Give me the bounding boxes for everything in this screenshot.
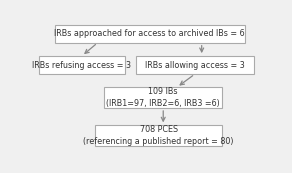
Text: IRBs allowing access = 3: IRBs allowing access = 3 — [145, 61, 245, 70]
Text: 708 PCES
(referencing a published report = 80): 708 PCES (referencing a published report… — [84, 125, 234, 146]
FancyBboxPatch shape — [105, 87, 222, 108]
FancyBboxPatch shape — [55, 25, 245, 43]
FancyBboxPatch shape — [39, 56, 125, 74]
Text: IRBs refusing access = 3: IRBs refusing access = 3 — [32, 61, 131, 70]
Text: IRBs approached for access to archived IBs = 6: IRBs approached for access to archived I… — [54, 29, 245, 38]
FancyBboxPatch shape — [95, 125, 222, 146]
Text: 109 IBs
(IRB1=97, IRB2=6, IRB3 =6): 109 IBs (IRB1=97, IRB2=6, IRB3 =6) — [106, 87, 220, 108]
FancyBboxPatch shape — [136, 56, 254, 74]
